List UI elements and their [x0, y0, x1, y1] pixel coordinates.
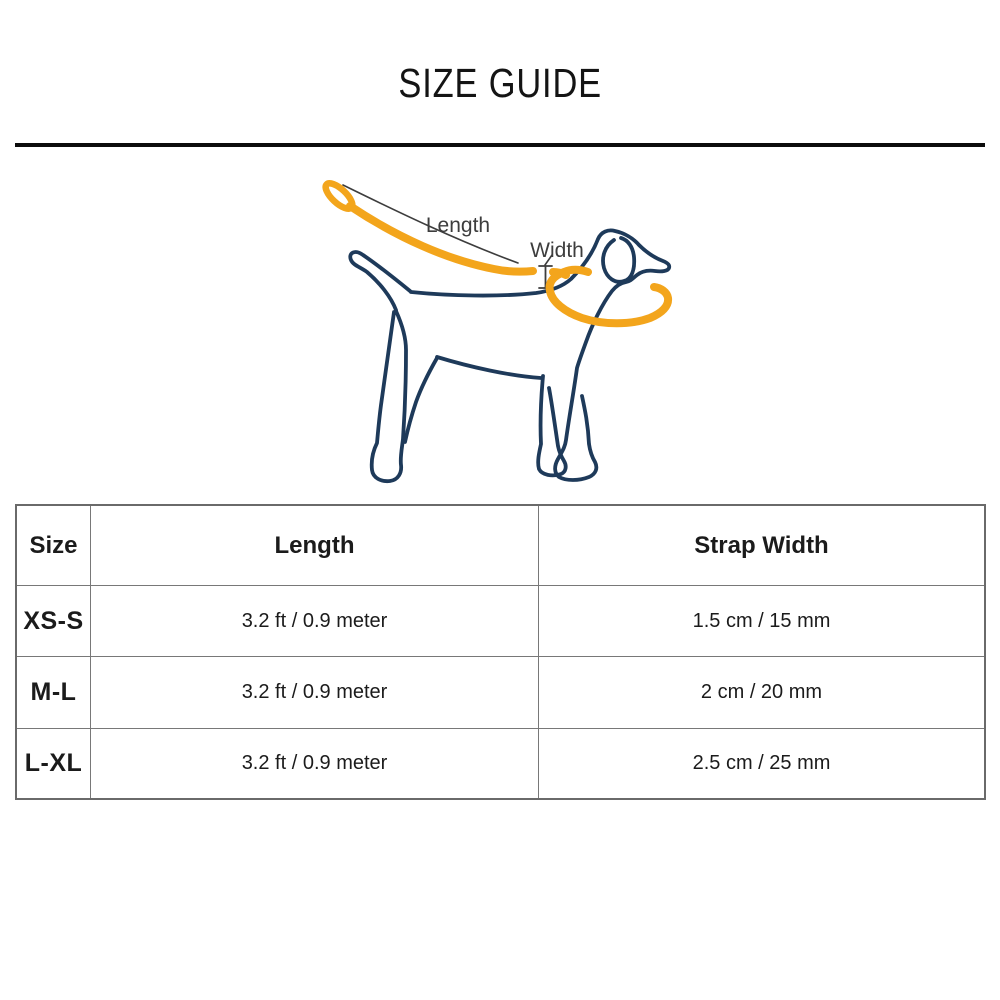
collar-ring: [545, 265, 673, 328]
measurement-lines: [342, 184, 553, 289]
table-row-strap-width: 2.5 cm / 25 mm: [692, 752, 831, 774]
table-row-size: XS-S: [17, 586, 91, 657]
dog-far-front-leg: [536, 374, 568, 478]
size-table-header-length: Length: [91, 506, 539, 586]
dog-tail: [348, 250, 412, 312]
table-row-length: 3.2 ft / 0.9 meter: [91, 657, 539, 729]
table-row-length: 3.2 ft / 0.9 meter: [91, 586, 539, 657]
leash-group: [322, 180, 673, 328]
width-pointer-line: [544, 254, 553, 266]
dog-hind-leg: [369, 309, 408, 484]
dog-belly: [435, 355, 543, 380]
size-table-header-size: Size: [17, 506, 91, 586]
table-row-strap-width: 1.5 cm / 15 mm: [539, 586, 984, 657]
table-row-size: M-L: [17, 657, 91, 729]
dog-hind-thigh: [403, 356, 439, 444]
title-divider: [15, 143, 985, 147]
length-measure-line: [342, 184, 519, 264]
table-row-size: L-XL: [17, 729, 91, 798]
size-table: Size Length Strap Width XS-S 3.2 ft / 0.…: [15, 504, 986, 800]
leash-strap: [346, 202, 537, 276]
width-label: Width: [530, 239, 584, 262]
dog-ear: [601, 236, 637, 284]
page-title: SIZE GUIDE: [0, 60, 1000, 107]
table-row-length: 3.2 ft / 0.9 meter: [91, 729, 539, 798]
page-title-text: SIZE GUIDE: [398, 60, 602, 106]
length-label: Length: [426, 214, 490, 237]
table-row-strap-width: 2 cm / 20 mm: [539, 657, 984, 729]
dog-outline: [348, 228, 672, 484]
size-table-header-strap-width: Strap Width: [539, 506, 984, 586]
